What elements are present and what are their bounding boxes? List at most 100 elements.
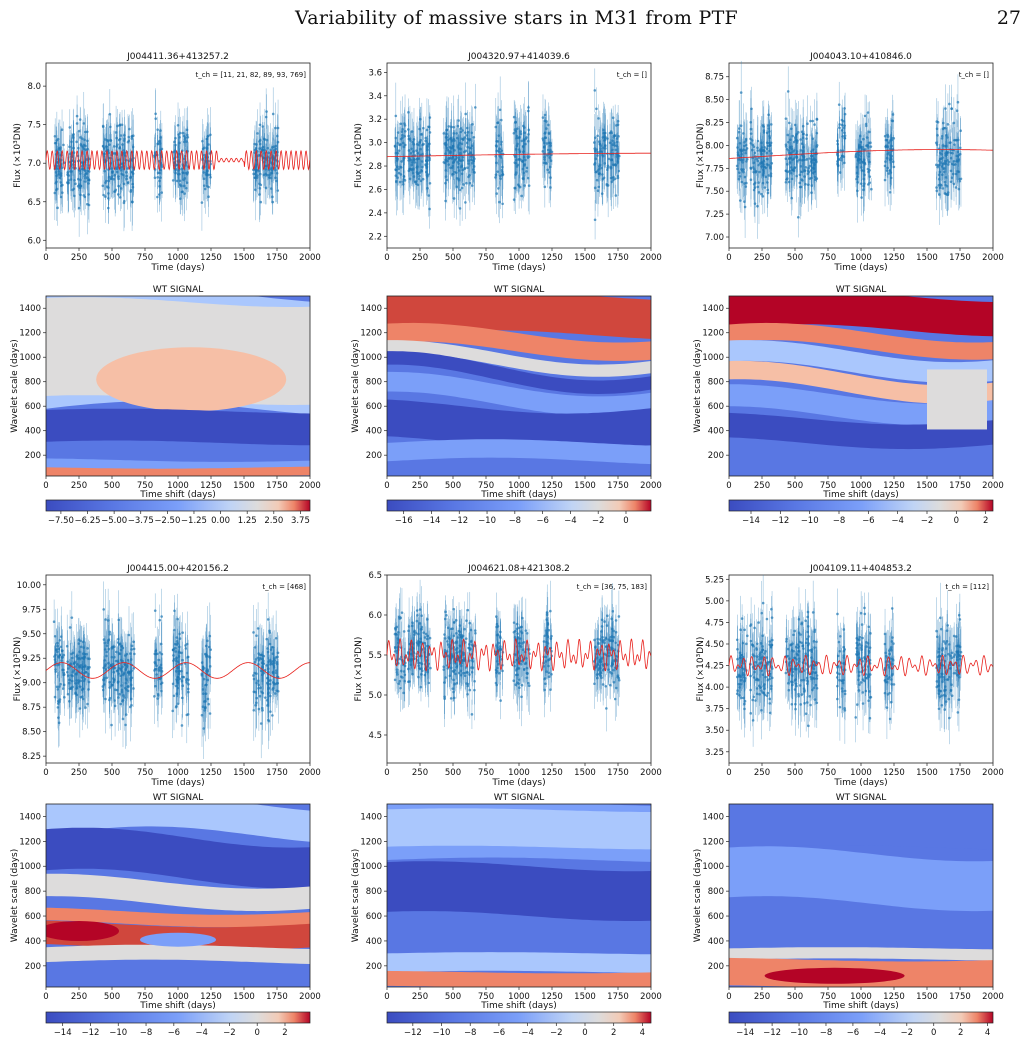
scale-tick: 400 [25,937,41,947]
wavelet-map [729,804,993,987]
shift-tick: 2000 [982,481,1004,491]
scale-tick: 1200 [360,329,382,339]
shift-axis-label: Time shift (days) [480,490,556,500]
panel-J004320.97+414039.6: J004320.97+414039.6 t_ch = [] 0 250 500 750 10… [351,52,662,526]
scale-axis-label: Wavelet scale (days) [10,849,20,942]
scale-tick: 1400 [702,812,724,822]
time-tick: 0 [384,253,389,263]
scale-tick: 600 [366,912,382,922]
scale-axis-label: Wavelet scale (days) [693,339,703,432]
lightcurve-points [735,60,963,239]
scale-tick: 1200 [702,329,724,339]
tch-annotation: t_ch = [11, 21, 82, 89, 93, 769] [196,71,307,79]
colorbar-tick: −2 [550,1028,563,1038]
time-tick: 1250 [541,768,563,778]
shift-tick: 0 [43,992,48,1002]
colorbar-tick: 2 [282,1028,287,1038]
shift-tick: 1500 [916,992,938,1002]
colorbar-tick: 0 [582,1028,587,1038]
time-axis-label: Time (days) [491,263,545,273]
shift-tick: 250 [71,992,87,1002]
colorbar-tick: 0.00 [211,516,230,526]
colorbar-tick: −2 [592,516,605,526]
scale-tick: 400 [25,427,41,437]
lightcurve-title: J004320.97+414039.6 [467,52,570,62]
shift-tick: 750 [137,481,153,491]
scale-tick: 200 [366,962,382,972]
shift-tick: 1750 [266,481,288,491]
scale-tick: 1200 [19,329,41,339]
scale-tick: 800 [366,378,382,388]
shift-tick: 2000 [299,992,321,1002]
flux-tick: 6.5 [27,198,41,208]
shift-tick: 500 [445,992,461,1002]
tch-annotation: t_ch = [] [617,71,648,79]
shift-tick: 1000 [508,481,530,491]
colorbar-tick: −4 [874,1028,887,1038]
shift-tick: 1750 [949,992,971,1002]
colorbar-tick: 4 [640,1028,645,1038]
tch-annotation: t_ch = [] [959,71,990,79]
colorbar-tick: −5.00 [101,516,127,526]
flux-tick: 8.50 [705,96,724,106]
shift-tick: 1500 [574,481,596,491]
flux-tick: 10.00 [17,581,41,591]
flux-tick: 3.2 [368,115,382,125]
flux-tick: 5.00 [705,597,724,607]
shift-tick: 0 [384,481,389,491]
model-curve [729,149,993,159]
flux-tick: 3.4 [368,92,382,102]
shift-tick: 1000 [167,992,189,1002]
flux-tick: 4.50 [705,640,724,650]
lightcurve-points [393,579,621,732]
shift-tick: 1000 [850,992,872,1002]
wavelet-title: WT SIGNAL [494,285,545,295]
time-tick: 1500 [574,768,596,778]
scale-tick: 1000 [360,353,382,363]
colorbar-tick: −7.50 [48,516,74,526]
shift-tick: 500 [445,481,461,491]
colorbar [45,499,311,512]
colorbar [386,499,652,512]
scale-tick: 1400 [702,304,724,314]
colorbar-tick: −6 [168,1028,181,1038]
shift-tick: 250 [754,481,770,491]
flux-tick: 8.75 [705,73,724,83]
time-tick: 1250 [883,253,905,263]
colorbar-tick: −10 [109,1028,127,1038]
shift-tick: 1250 [200,481,222,491]
scale-axis-label: Wavelet scale (days) [351,849,361,942]
colorbar-tick: −10 [478,516,496,526]
wavelet-title: WT SIGNAL [494,793,545,803]
colorbar-tick: 0 [254,1028,259,1038]
scale-tick: 200 [25,451,41,461]
time-tick: 0 [43,768,48,778]
time-tick: 500 [445,768,461,778]
time-tick: 500 [104,768,120,778]
scale-axis-label: Wavelet scale (days) [10,339,20,432]
flux-tick: 5.25 [705,575,724,585]
flux-tick: 4.25 [705,662,724,672]
flux-tick: 9.50 [22,630,41,640]
flux-axis-label: Flux (×10³DN) [13,637,23,702]
time-axis-label: Time (days) [150,263,204,273]
flux-tick: 8.00 [705,141,724,151]
time-tick: 750 [137,253,153,263]
shift-tick: 2000 [299,481,321,491]
scale-tick: 600 [25,402,41,412]
model-curve [728,654,994,677]
running-head: Variability of massive stars in M31 from… [294,7,739,29]
colorbar-tick: −8 [140,1028,153,1038]
scale-tick: 600 [708,402,724,412]
colorbar-tick: 0 [623,516,628,526]
colorbar-tick: −14 [422,516,440,526]
shift-axis-label: Time shift (days) [139,490,215,500]
shift-tick: 1750 [949,481,971,491]
flux-tick: 2.8 [368,162,382,172]
colorbar-tick: −10 [801,516,819,526]
flux-axis-label: Flux (×10³DN) [354,123,364,188]
colorbar-tick: −12 [404,1028,422,1038]
time-tick: 1500 [916,253,938,263]
lightcurve-title: J004043.10+410846.0 [809,52,912,62]
time-tick: 1750 [949,253,971,263]
